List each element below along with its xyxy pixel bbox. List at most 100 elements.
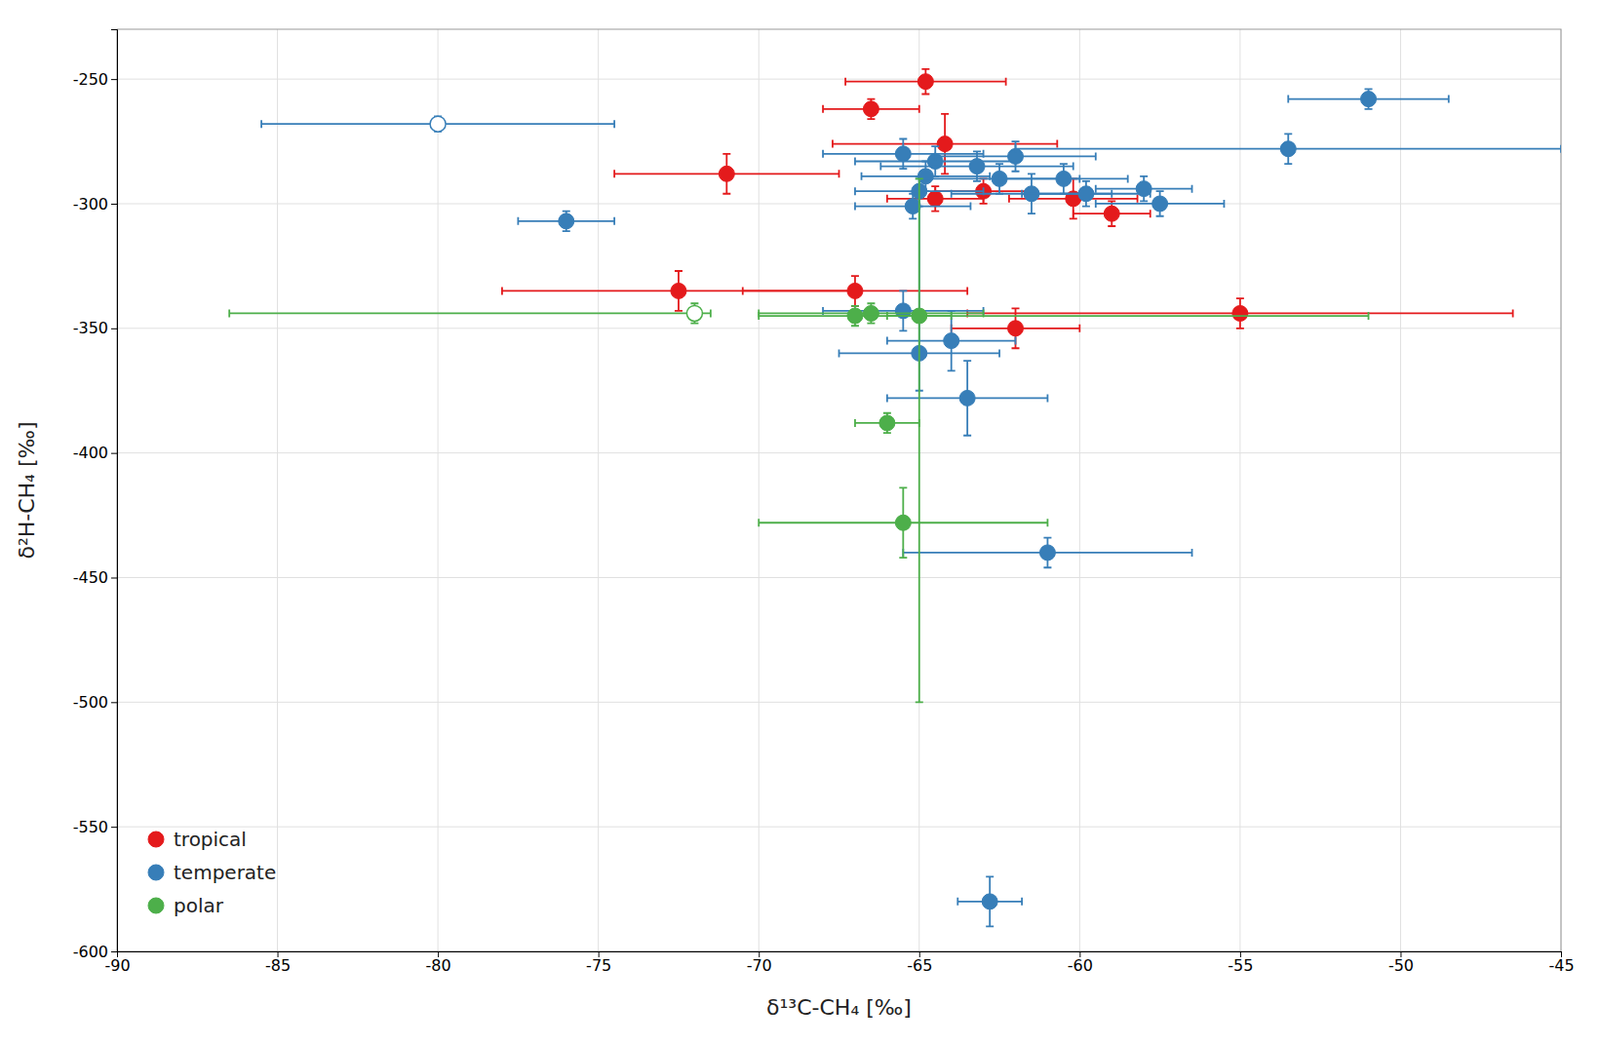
- plot: -90 -85 -80 -75 -70 -65 -60 -55 -50 -45 -600 -550 -5…: [14, 29, 1575, 1020]
- x-grid-line: [1239, 29, 1241, 952]
- x-axis-tick-label: -45: [1548, 956, 1574, 976]
- y-axis-tick-label: -600: [73, 942, 109, 962]
- point: [943, 333, 960, 350]
- point: [847, 282, 863, 299]
- y-axis-tick: -250: [73, 70, 118, 89]
- point: [879, 415, 896, 431]
- y-axis-tick: -350: [73, 318, 118, 338]
- point: [1232, 305, 1249, 321]
- grid: [117, 29, 1561, 952]
- x-axis-tick-label: -75: [585, 956, 612, 976]
- y-axis-tick-mark: [111, 328, 118, 330]
- y-axis-tick: -550: [73, 818, 118, 837]
- point: [895, 146, 911, 162]
- legend-entry: temperate: [148, 860, 276, 885]
- x-error-bar: [887, 312, 1369, 320]
- x-axis-tick: -80: [426, 951, 452, 976]
- x-grid-line: [758, 29, 760, 952]
- x-axis-tick: -90: [104, 951, 130, 976]
- y-grid-line: [117, 327, 1561, 329]
- x-grid-line: [276, 29, 278, 952]
- point: [862, 101, 879, 118]
- x-axis-tick: -85: [265, 951, 291, 976]
- y-axis-tick-label: -450: [73, 568, 109, 587]
- x-axis-tick: -55: [1227, 951, 1253, 976]
- point: [1103, 205, 1120, 222]
- x-grid-line: [1400, 29, 1402, 952]
- point: [718, 165, 735, 182]
- point: [558, 213, 575, 230]
- legend-swatch: [148, 831, 164, 848]
- y-axis-tick-label: -350: [73, 318, 109, 338]
- x-axis-tick-label: -85: [265, 956, 291, 976]
- legend-label: tropical: [173, 827, 247, 852]
- x-axis-title: δ¹³C-CH₄ [‰]: [766, 995, 912, 1020]
- x-axis-tick-label: -80: [426, 956, 452, 976]
- point: [911, 308, 928, 324]
- legend-label: polar: [173, 894, 225, 918]
- y-axis-tick-mark: [111, 951, 118, 953]
- y-grid-line: [117, 202, 1561, 204]
- point: [1361, 91, 1377, 108]
- y-axis-tick-label: -500: [73, 693, 109, 712]
- point: [1039, 545, 1055, 561]
- x-axis-tick-label: -70: [746, 956, 773, 976]
- y-grid-line: [117, 452, 1561, 454]
- x-axis: -90 -85 -80 -75 -70 -65 -60 -55 -50 -45: [104, 951, 1574, 976]
- legend-label: temperate: [173, 860, 276, 885]
- series: [229, 178, 1368, 703]
- y-axis-tick: -500: [73, 693, 118, 712]
- y-axis-tick: -400: [73, 443, 118, 463]
- y-axis-tick-label: -250: [73, 70, 109, 89]
- y-axis-tick-mark: [111, 702, 118, 703]
- series: [261, 88, 1561, 927]
- x-axis-tick: -45: [1548, 951, 1574, 976]
- legend-swatch: [148, 897, 164, 914]
- y-axis-tick-label: -550: [73, 818, 109, 837]
- y-axis-tick-mark: [111, 203, 118, 205]
- x-error-bar: [229, 309, 711, 317]
- point: [686, 305, 703, 321]
- y-grid-line: [117, 78, 1561, 80]
- y-grid-line: [117, 577, 1561, 579]
- y-grid-line: [117, 702, 1561, 703]
- point: [670, 282, 687, 299]
- point: [1280, 141, 1296, 157]
- chart: -90 -85 -80 -75 -70 -65 -60 -55 -50 -45 -600 -550 -5…: [0, 0, 1600, 1044]
- legend-entry: polar: [148, 894, 225, 918]
- point: [1008, 320, 1024, 337]
- y-axis-tick: -450: [73, 568, 118, 587]
- y-axis-tick-label: -400: [73, 443, 109, 463]
- y-grid-line: [117, 826, 1561, 828]
- x-axis-tick: -50: [1388, 951, 1414, 976]
- data-points: [229, 69, 1561, 928]
- point: [917, 74, 934, 90]
- x-axis-tick-label: -50: [1388, 956, 1414, 976]
- y-axis-tick: -300: [73, 195, 118, 214]
- point: [847, 308, 863, 324]
- point: [981, 894, 998, 910]
- x-axis-line: [117, 952, 1562, 959]
- x-axis-tick-label: -55: [1227, 956, 1253, 976]
- x-axis-tick: -70: [746, 951, 773, 976]
- point: [936, 136, 953, 153]
- y-axis-title: δ²H-CH₄ [‰]: [14, 421, 40, 559]
- x-grid-line: [597, 29, 599, 952]
- point: [1135, 181, 1152, 197]
- y-axis-tick-mark: [111, 577, 118, 579]
- x-grid-line: [1079, 29, 1081, 952]
- point: [429, 116, 446, 132]
- legend: tropical temperate polar: [148, 827, 276, 918]
- point: [1055, 170, 1072, 187]
- point: [1078, 186, 1094, 202]
- y-axis-tick-mark: [111, 826, 118, 828]
- point: [895, 514, 911, 531]
- x-axis-tick: -65: [906, 951, 933, 976]
- point: [959, 390, 976, 406]
- y-axis-line: [111, 30, 118, 953]
- x-axis-tick-label: -65: [906, 956, 933, 976]
- y-axis-tick: -600: [73, 942, 118, 962]
- x-axis-tick-label: -60: [1067, 956, 1093, 976]
- legend-swatch: [148, 864, 164, 881]
- y-axis-tick-mark: [111, 78, 118, 80]
